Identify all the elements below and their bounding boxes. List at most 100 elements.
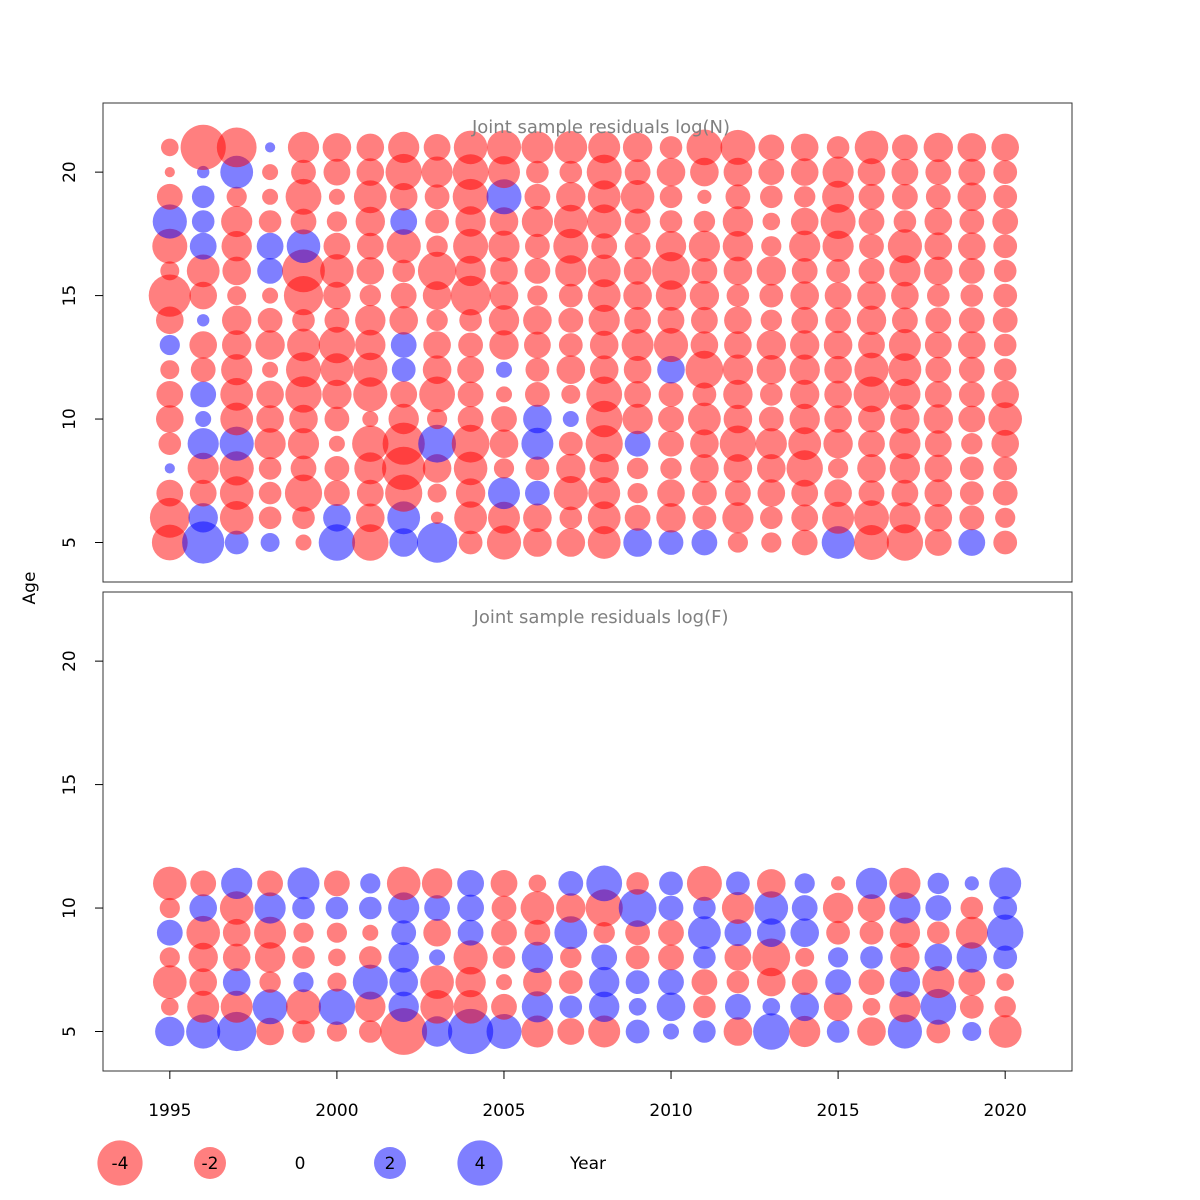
bubble-2016-age-7 xyxy=(858,969,885,995)
bubble-2019-age-10 xyxy=(958,405,986,433)
bubble-1996-age-9 xyxy=(187,428,219,460)
bubble-2010-age-9 xyxy=(658,430,684,457)
legend: -4 -2 0 2 4 xyxy=(97,1140,503,1186)
bubble-2004-age-6 xyxy=(454,501,487,535)
bubble-2008-age-18 xyxy=(587,204,622,239)
x-tick-label-2005: 2005 xyxy=(482,1101,525,1121)
bubble-2002-age-11 xyxy=(390,381,418,408)
bubble-2013-age-18 xyxy=(762,212,781,231)
bubble-2019-age-12 xyxy=(958,356,985,383)
bubble-1996-age-16 xyxy=(186,254,220,288)
bubble-2020-age-6 xyxy=(995,507,1016,528)
bubble-2001-age-14 xyxy=(355,305,386,336)
bubble-1995-age-9 xyxy=(156,919,183,946)
bubble-2002-age-10 xyxy=(388,892,420,924)
bubble-1999-age-5 xyxy=(292,1020,315,1043)
bubble-2020-age-14 xyxy=(992,307,1018,333)
bubble-1995-age-6 xyxy=(161,998,179,1016)
bubble-2015-age-17 xyxy=(822,230,854,262)
bubble-2010-age-6 xyxy=(656,503,686,533)
bubble-1997-age-14 xyxy=(222,305,252,335)
bubble-2016-age-15 xyxy=(857,281,886,310)
bubble-1995-age-20 xyxy=(164,167,175,178)
bubble-2012-age-15 xyxy=(726,284,750,307)
bubble-2018-age-6 xyxy=(924,504,953,532)
bubble-2000-age-15 xyxy=(323,281,351,310)
bubble-2015-age-11 xyxy=(824,380,852,409)
bubble-2016-age-5 xyxy=(857,1017,886,1046)
bubble-2019-age-6 xyxy=(959,505,985,531)
bubble-2007-age-19 xyxy=(556,182,586,212)
bubble-2005-age-15 xyxy=(489,281,519,310)
bubble-1995-age-11 xyxy=(156,381,184,408)
bubble-2017-age-17 xyxy=(887,229,923,264)
bubble-2018-age-14 xyxy=(925,307,952,334)
bubble-2016-age-13 xyxy=(858,331,885,359)
bubble-1997-age-9 xyxy=(222,918,251,947)
bubble-2003-age-18 xyxy=(425,209,449,234)
bubble-2014-age-7 xyxy=(791,479,819,507)
bubble-2002-age-11 xyxy=(386,866,421,901)
bubble-1997-age-7 xyxy=(222,968,251,996)
bubble-2020-age-6 xyxy=(994,996,1016,1018)
bubble-2008-age-5 xyxy=(588,1015,621,1048)
bubble-2005-age-16 xyxy=(490,257,518,285)
bubble-2013-age-17 xyxy=(761,236,782,257)
bubble-2010-age-10 xyxy=(658,895,684,921)
bubble-2011-age-20 xyxy=(690,157,719,187)
bubble-2004-age-10 xyxy=(457,406,484,432)
bubble-2014-age-20 xyxy=(790,158,819,186)
bubble-1995-age-10 xyxy=(156,405,184,433)
bubble-2001-age-15 xyxy=(359,284,381,307)
bubble-1996-age-21 xyxy=(180,124,226,170)
bubble-2000-age-10 xyxy=(324,406,350,432)
bubble-1998-age-20 xyxy=(262,164,279,181)
bubble-2000-age-6 xyxy=(323,504,351,532)
bubble-2017-age-13 xyxy=(888,329,921,361)
bubble-2006-age-9 xyxy=(521,427,554,460)
bubble-2018-age-7 xyxy=(922,966,955,999)
bubble-1998-age-21 xyxy=(265,142,276,153)
bubble-2010-age-5 xyxy=(658,530,684,555)
bubble-2018-age-12 xyxy=(925,356,952,383)
bubble-2011-age-13 xyxy=(690,331,719,359)
bubble-1998-age-7 xyxy=(258,481,282,505)
bubble-2000-age-7 xyxy=(327,972,347,992)
bubble-2002-age-5 xyxy=(389,528,419,557)
bubble-2004-age-16 xyxy=(455,255,486,287)
y-tick-label-5: 5 xyxy=(60,537,80,548)
bubble-2020-age-7 xyxy=(992,480,1018,506)
bubble-2019-age-18 xyxy=(959,209,985,234)
bubble-2012-age-12 xyxy=(722,354,754,385)
bubble-2011-age-11 xyxy=(686,865,722,901)
bubble-2011-age-15 xyxy=(689,280,720,311)
bubble-2020-age-10 xyxy=(993,896,1018,920)
bubble-2008-age-21 xyxy=(588,131,621,164)
bubble-1998-age-9 xyxy=(254,428,286,460)
bubble-2016-age-12 xyxy=(854,352,889,387)
bubble-2016-age-5 xyxy=(854,525,889,560)
bubble-1996-age-15 xyxy=(189,281,217,310)
bubble-2002-age-6 xyxy=(388,991,419,1022)
bubble-2005-age-10 xyxy=(491,406,517,432)
bubble-1998-age-18 xyxy=(258,210,282,233)
bubble-2008-age-14 xyxy=(588,304,620,336)
bubble-2018-age-9 xyxy=(927,921,950,944)
bubble-2006-age-13 xyxy=(524,331,551,359)
bubble-2012-age-9 xyxy=(724,919,752,947)
bubble-2006-age-15 xyxy=(527,285,548,306)
bubble-2011-age-19 xyxy=(697,189,712,204)
bubble-1998-age-15 xyxy=(262,287,279,304)
bubble-2013-age-16 xyxy=(756,256,786,286)
bubble-1999-age-9 xyxy=(287,428,320,460)
bubble-2014-age-16 xyxy=(791,258,818,284)
bubble-1997-age-5 xyxy=(217,1011,257,1052)
bubble-1997-age-10 xyxy=(219,891,254,925)
bubble-2007-age-17 xyxy=(553,228,589,264)
bubbles-log-f xyxy=(153,865,1024,1055)
bubble-2007-age-7 xyxy=(558,970,583,994)
bubble-1995-age-12 xyxy=(160,360,180,380)
bubble-1995-age-11 xyxy=(153,866,187,901)
bubble-1995-age-7 xyxy=(153,965,187,999)
bubble-2010-age-16 xyxy=(652,252,690,290)
